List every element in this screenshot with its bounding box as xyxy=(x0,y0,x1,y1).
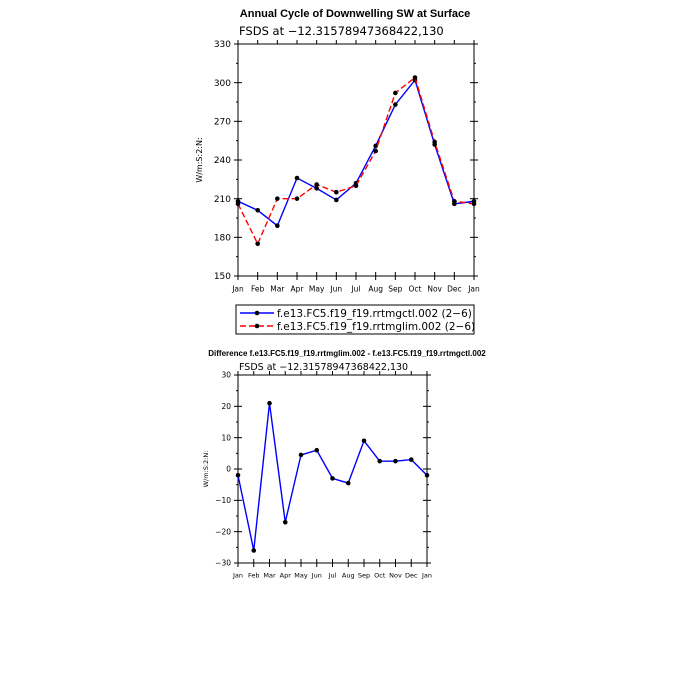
data-point xyxy=(393,102,398,107)
x-tick-label: Jun xyxy=(311,572,322,580)
y-tick-label: 180 xyxy=(214,233,231,243)
data-point xyxy=(452,198,457,204)
y-tick-label: −30 xyxy=(215,559,231,568)
x-tick-label: May xyxy=(294,572,308,580)
x-tick-label: Oct xyxy=(374,572,386,580)
y-tick-label: 330 xyxy=(214,40,231,50)
data-point xyxy=(235,472,241,478)
data-point xyxy=(251,548,257,553)
x-tick-label: Feb xyxy=(248,572,260,580)
x-tick-label: Jun xyxy=(329,285,342,294)
y-tick-label: 300 xyxy=(214,79,231,89)
data-point xyxy=(298,452,304,458)
x-tick-label: Sep xyxy=(388,285,402,294)
data-point xyxy=(314,182,319,187)
x-tick-label: Nov xyxy=(427,285,442,294)
data-point xyxy=(275,196,280,201)
data-point xyxy=(314,447,320,453)
y-tick-label: 150 xyxy=(214,272,231,282)
x-tick-label: Apr xyxy=(291,285,305,294)
plot-frame xyxy=(237,43,475,277)
data-point xyxy=(275,223,280,229)
data-point xyxy=(255,241,260,247)
legend-box xyxy=(235,304,475,335)
legend-entry: f.e13.FC5.f19_f19.rrtmglim.002 (2−6) xyxy=(277,321,475,333)
x-tick-label: Apr xyxy=(280,572,292,580)
chart-subtitle: FSDS at −12.31578947368422,130 xyxy=(239,24,444,38)
data-point xyxy=(345,480,351,486)
series-line xyxy=(237,78,475,227)
data-point xyxy=(408,457,414,462)
data-point xyxy=(314,186,319,191)
data-point xyxy=(334,189,339,195)
data-point xyxy=(393,458,398,464)
y-tick-label: 10 xyxy=(221,433,231,442)
chart-title: Annual Cycle of Downwelling SW at Surfac… xyxy=(240,8,470,20)
x-tick-label: Jan xyxy=(231,285,244,294)
data-point xyxy=(424,472,430,478)
data-point xyxy=(267,400,272,406)
x-tick-label: Mar xyxy=(263,572,276,580)
x-tick-label: Mar xyxy=(270,285,285,294)
data-point xyxy=(412,75,418,80)
data-point xyxy=(330,476,335,481)
x-tick-label: May xyxy=(309,285,325,294)
x-tick-label: Oct xyxy=(409,285,422,294)
y-tick-label: −20 xyxy=(215,527,231,536)
data-point xyxy=(377,458,383,464)
x-tick-label: Jul xyxy=(350,285,360,294)
x-tick-label: Jan xyxy=(232,572,243,580)
x-tick-label: Dec xyxy=(447,285,462,294)
y-axis-label: W/m:S:2:N: xyxy=(202,451,210,488)
y-tick-label: −10 xyxy=(215,496,231,505)
legend-entry: f.e13.FC5.f19_f19.rrtmgctl.002 (2−6) xyxy=(277,308,472,320)
chart-subtitle: FSDS at −12.31578947368422,130 xyxy=(239,362,408,373)
legend-marker xyxy=(254,323,260,329)
data-point xyxy=(282,519,288,525)
data-point xyxy=(294,196,300,201)
chart-title: Difference f.e13.FC5.f19_f19.rrtmglim.00… xyxy=(208,349,486,358)
y-tick-label: 210 xyxy=(214,195,231,205)
x-tick-label: Nov xyxy=(389,572,402,580)
y-tick-label: 0 xyxy=(226,465,231,474)
data-point xyxy=(353,183,359,189)
x-tick-label: Jul xyxy=(328,572,337,580)
x-tick-label: Dec xyxy=(405,572,418,580)
data-point xyxy=(373,148,378,154)
x-tick-label: Jan xyxy=(467,285,480,294)
data-point xyxy=(235,201,241,207)
y-tick-label: 240 xyxy=(214,156,231,166)
plot-frame xyxy=(237,374,428,564)
data-point xyxy=(361,438,367,444)
data-point xyxy=(255,207,260,213)
y-tick-label: 270 xyxy=(214,117,231,127)
data-point xyxy=(432,139,437,145)
data-point xyxy=(373,143,378,149)
legend-marker xyxy=(254,310,260,316)
y-tick-label: 20 xyxy=(221,402,231,411)
data-point xyxy=(294,175,300,181)
x-tick-label: Sep xyxy=(358,572,370,580)
data-point xyxy=(471,201,477,207)
y-axis-label: W/m:S:2:N: xyxy=(195,137,204,182)
x-tick-label: Jan xyxy=(421,572,432,580)
x-tick-label: Aug xyxy=(368,285,383,294)
x-tick-label: Aug xyxy=(342,572,355,580)
x-tick-label: Feb xyxy=(251,285,265,294)
y-tick-label: 30 xyxy=(221,371,231,380)
series-line xyxy=(237,76,475,246)
data-point xyxy=(393,90,398,96)
data-point xyxy=(334,197,339,203)
